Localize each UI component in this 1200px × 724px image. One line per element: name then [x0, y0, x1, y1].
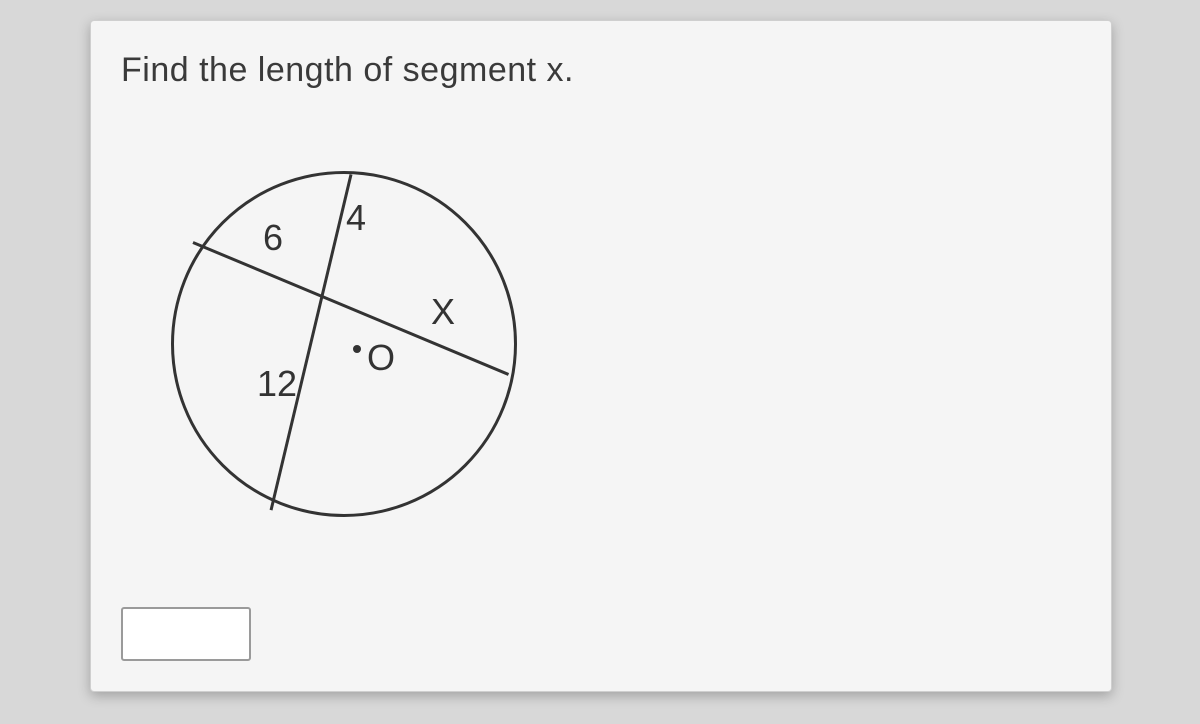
- answer-input[interactable]: [121, 607, 251, 661]
- circle-o: [171, 171, 517, 517]
- label-4: 4: [346, 197, 366, 239]
- label-6: 6: [263, 217, 283, 259]
- label-12: 12: [257, 363, 297, 405]
- circle-figure: 6 4 X 12 O: [151, 151, 571, 571]
- label-o: O: [367, 337, 395, 379]
- center-point: [353, 345, 361, 353]
- label-x: X: [431, 291, 455, 333]
- prompt-text: Find the length of segment x.: [121, 51, 574, 90]
- question-card: Find the length of segment x. 6 4 X 12 O: [90, 20, 1112, 692]
